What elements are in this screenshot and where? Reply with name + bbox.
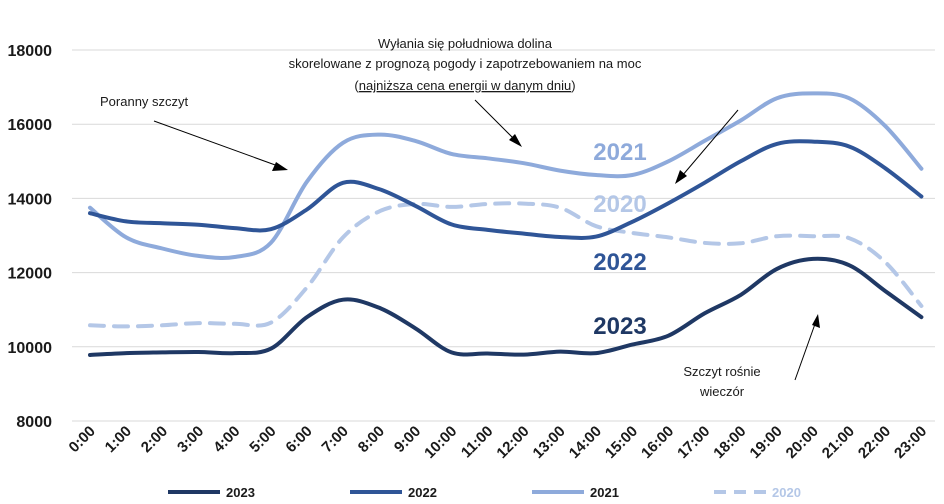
x-tick-label: 2:00	[138, 423, 171, 456]
x-tick-label: 14:00	[566, 423, 605, 462]
annotation-morning-peak: Poranny szczyt	[100, 94, 288, 171]
legend-label-2023: 2023	[226, 485, 255, 500]
x-tick-label: 9:00	[391, 423, 424, 456]
annotation-morning-arrowhead	[272, 162, 288, 171]
annotation-valley-underlined: najniższa cena energii w danym dniu	[359, 78, 571, 93]
annotation-valley-arrowhead-left	[509, 134, 522, 147]
series-label-2021: 2021	[593, 139, 646, 166]
annotation-valley-line2: skorelowane z prognozą pogody i zapotrze…	[289, 56, 642, 71]
x-tick-label: 4:00	[210, 423, 243, 456]
series-line-2020	[88, 201, 924, 329]
x-tick-label: 21:00	[819, 423, 858, 462]
y-tick-label: 16000	[8, 117, 53, 134]
series-lines	[88, 91, 924, 357]
annotation-morning-arrow	[153, 120, 279, 167]
x-tick-label: 19:00	[747, 423, 786, 462]
x-tick-label: 10:00	[421, 423, 460, 462]
x-tick-label: 0:00	[66, 423, 99, 456]
series-label-2020: 2020	[593, 191, 646, 218]
legend: 2023 2022 2021 2020	[168, 485, 801, 500]
annotation-evening-peak: Szczyt rośnie wieczór	[683, 314, 820, 399]
series-labels: 2021 2020 2022 2023	[593, 139, 646, 340]
series-label-2022: 2022	[593, 249, 646, 276]
x-tick-label: 16:00	[638, 423, 677, 462]
y-tick-label: 14000	[8, 191, 53, 208]
annotation-midday-valley: Wyłania się południowa dolina skorelowan…	[289, 36, 739, 184]
x-tick-label: 13:00	[530, 423, 569, 462]
x-tick-label: 3:00	[174, 423, 207, 456]
series-label-2023: 2023	[593, 313, 646, 340]
y-tick-label: 8000	[16, 414, 52, 431]
gridlines	[72, 49, 935, 422]
legend-label-2021: 2021	[590, 485, 619, 500]
x-tick-label: 22:00	[855, 423, 894, 462]
annotation-valley-arrow-right	[681, 109, 739, 177]
x-tick-label: 6:00	[282, 423, 315, 456]
y-axis-ticks: 8000 10000 12000 14000 16000 18000	[8, 43, 53, 431]
series-line-2021	[88, 91, 924, 260]
x-tick-label: 23:00	[891, 423, 930, 462]
annotation-evening-arrow	[794, 323, 816, 381]
x-tick-label: 18:00	[710, 423, 749, 462]
legend-label-2022: 2022	[408, 485, 437, 500]
annotation-evening-arrowhead	[812, 314, 820, 328]
annotation-evening-line1: Szczyt rośnie	[683, 364, 760, 379]
x-tick-label: 17:00	[674, 423, 713, 462]
series-line-2023	[88, 256, 924, 357]
annotation-morning-text: Poranny szczyt	[100, 94, 189, 109]
y-tick-label: 10000	[8, 340, 53, 357]
x-tick-label: 7:00	[319, 423, 352, 456]
annotation-valley-line1: Wyłania się południowa dolina	[378, 36, 553, 51]
annotation-valley-arrowhead-right	[675, 170, 687, 184]
x-tick-label: 15:00	[602, 423, 641, 462]
x-tick-label: 1:00	[102, 423, 135, 456]
legend-label-2020: 2020	[772, 485, 801, 500]
x-tick-label: 12:00	[493, 423, 532, 462]
annotation-evening-line2: wieczór	[699, 384, 745, 399]
x-tick-label: 11:00	[458, 423, 497, 462]
y-tick-label: 18000	[8, 43, 53, 60]
x-tick-label: 20:00	[783, 423, 822, 462]
y-tick-label: 12000	[8, 266, 53, 283]
x-tick-label: 8:00	[355, 423, 388, 456]
series-line-2022	[88, 139, 924, 240]
annotation-valley-arrow-left	[474, 99, 516, 141]
x-axis-ticks: 0:00 1:00 2:00 3:00 4:00 5:00 6:00 7:00 8:00 9:00…	[66, 423, 931, 462]
x-tick-label: 5:00	[246, 423, 279, 456]
annotation-valley-line3: (najniższa cena energii w danym dniu)	[354, 78, 575, 93]
